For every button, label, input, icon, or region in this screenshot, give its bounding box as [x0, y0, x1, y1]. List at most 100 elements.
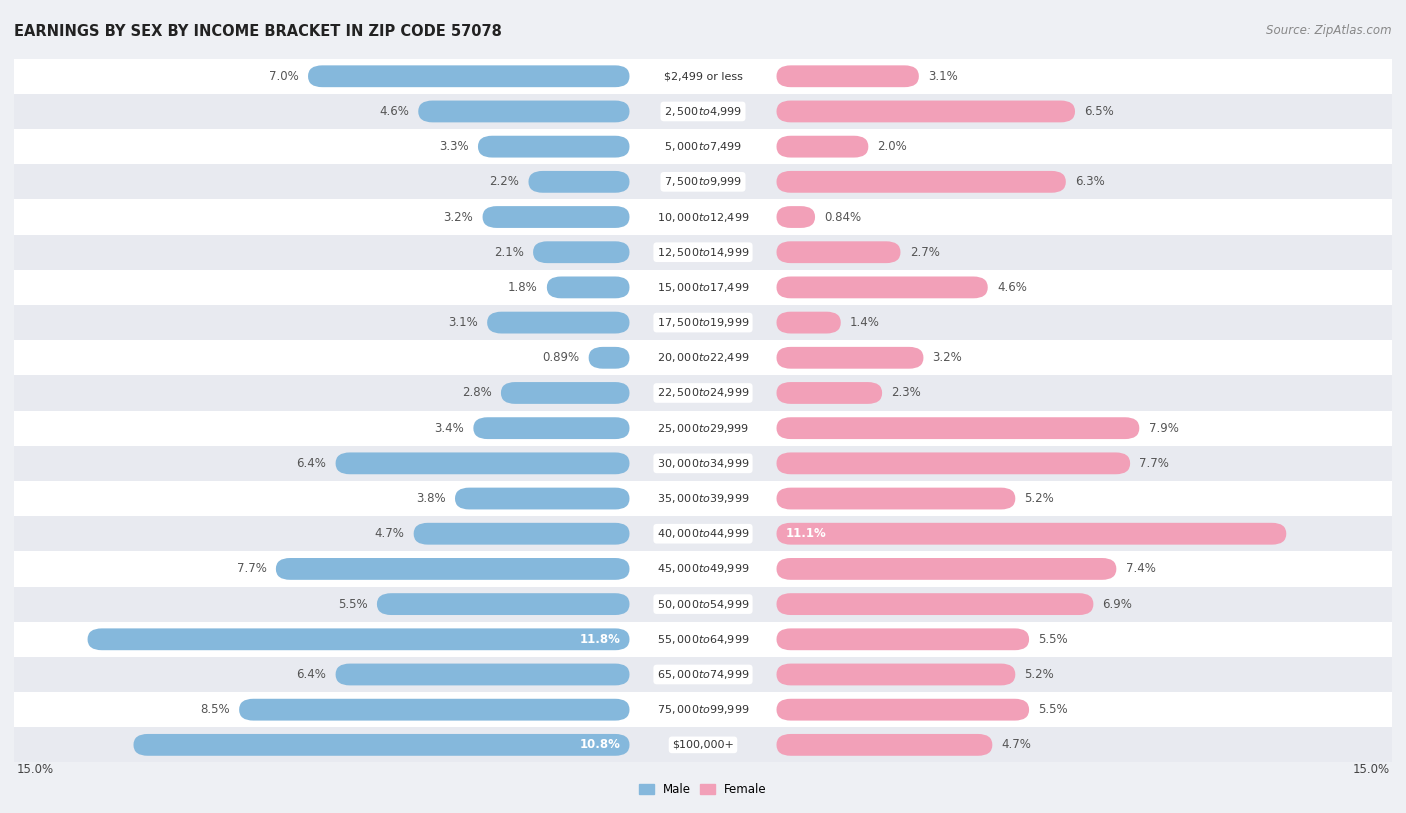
Bar [14, 728, 1392, 763]
FancyBboxPatch shape [474, 417, 630, 439]
Text: 2.3%: 2.3% [891, 386, 921, 399]
Text: $5,000 to $7,499: $5,000 to $7,499 [664, 140, 742, 153]
FancyBboxPatch shape [776, 207, 815, 228]
Text: 11.8%: 11.8% [579, 633, 620, 646]
FancyBboxPatch shape [547, 276, 630, 298]
Bar [14, 93, 1392, 129]
Bar [14, 657, 1392, 692]
FancyBboxPatch shape [377, 593, 630, 615]
Bar [14, 305, 1392, 340]
Text: 1.8%: 1.8% [508, 281, 537, 294]
Text: $2,500 to $4,999: $2,500 to $4,999 [664, 105, 742, 118]
Text: $22,500 to $24,999: $22,500 to $24,999 [657, 386, 749, 399]
FancyBboxPatch shape [533, 241, 630, 263]
Text: $75,000 to $99,999: $75,000 to $99,999 [657, 703, 749, 716]
FancyBboxPatch shape [776, 628, 1029, 650]
FancyBboxPatch shape [776, 453, 1130, 474]
Text: 3.1%: 3.1% [449, 316, 478, 329]
FancyBboxPatch shape [336, 663, 630, 685]
Bar [14, 586, 1392, 622]
FancyBboxPatch shape [529, 171, 630, 193]
Text: 15.0%: 15.0% [17, 763, 53, 776]
Text: 3.2%: 3.2% [444, 211, 474, 224]
Text: 6.9%: 6.9% [1102, 598, 1132, 611]
Text: 4.6%: 4.6% [380, 105, 409, 118]
Text: EARNINGS BY SEX BY INCOME BRACKET IN ZIP CODE 57078: EARNINGS BY SEX BY INCOME BRACKET IN ZIP… [14, 24, 502, 39]
Bar [14, 164, 1392, 199]
Text: 5.5%: 5.5% [1038, 703, 1069, 716]
FancyBboxPatch shape [776, 734, 993, 756]
Bar [14, 376, 1392, 411]
Bar [14, 551, 1392, 586]
Bar [14, 270, 1392, 305]
Text: 5.2%: 5.2% [1025, 492, 1054, 505]
Text: $25,000 to $29,999: $25,000 to $29,999 [657, 422, 749, 435]
FancyBboxPatch shape [776, 593, 1094, 615]
Legend: Male, Female: Male, Female [634, 778, 772, 801]
Text: 4.7%: 4.7% [1001, 738, 1032, 751]
Text: 11.1%: 11.1% [786, 527, 827, 540]
Text: 3.3%: 3.3% [439, 140, 468, 153]
Text: $100,000+: $100,000+ [672, 740, 734, 750]
FancyBboxPatch shape [413, 523, 630, 545]
Text: 7.0%: 7.0% [269, 70, 299, 83]
FancyBboxPatch shape [87, 628, 630, 650]
Bar [14, 516, 1392, 551]
Text: 4.7%: 4.7% [374, 527, 405, 540]
Text: $2,499 or less: $2,499 or less [664, 72, 742, 81]
Text: $15,000 to $17,499: $15,000 to $17,499 [657, 281, 749, 294]
FancyBboxPatch shape [482, 207, 630, 228]
Text: 3.4%: 3.4% [434, 422, 464, 435]
FancyBboxPatch shape [776, 698, 1029, 720]
FancyBboxPatch shape [276, 558, 630, 580]
Text: 7.7%: 7.7% [236, 563, 267, 576]
FancyBboxPatch shape [776, 347, 924, 368]
Text: 5.5%: 5.5% [1038, 633, 1069, 646]
FancyBboxPatch shape [239, 698, 630, 720]
FancyBboxPatch shape [308, 65, 630, 87]
Text: 3.8%: 3.8% [416, 492, 446, 505]
Text: 1.4%: 1.4% [851, 316, 880, 329]
Text: 2.8%: 2.8% [463, 386, 492, 399]
Text: $45,000 to $49,999: $45,000 to $49,999 [657, 563, 749, 576]
Bar [14, 199, 1392, 235]
Text: $55,000 to $64,999: $55,000 to $64,999 [657, 633, 749, 646]
FancyBboxPatch shape [776, 488, 1015, 510]
Text: $50,000 to $54,999: $50,000 to $54,999 [657, 598, 749, 611]
Text: 3.2%: 3.2% [932, 351, 962, 364]
FancyBboxPatch shape [478, 136, 630, 158]
Text: 10.8%: 10.8% [579, 738, 620, 751]
Text: 6.4%: 6.4% [297, 457, 326, 470]
Bar [14, 129, 1392, 164]
Text: 2.0%: 2.0% [877, 140, 907, 153]
Bar [14, 692, 1392, 728]
Text: $17,500 to $19,999: $17,500 to $19,999 [657, 316, 749, 329]
FancyBboxPatch shape [776, 523, 1286, 545]
FancyBboxPatch shape [776, 382, 882, 404]
Text: 8.5%: 8.5% [200, 703, 231, 716]
Text: 6.3%: 6.3% [1076, 176, 1105, 189]
Bar [14, 235, 1392, 270]
FancyBboxPatch shape [776, 136, 869, 158]
FancyBboxPatch shape [134, 734, 630, 756]
Text: $40,000 to $44,999: $40,000 to $44,999 [657, 527, 749, 540]
Bar [14, 481, 1392, 516]
Text: 7.4%: 7.4% [1126, 563, 1156, 576]
Text: 6.4%: 6.4% [297, 668, 326, 681]
FancyBboxPatch shape [776, 311, 841, 333]
Text: 5.5%: 5.5% [337, 598, 368, 611]
Text: 2.7%: 2.7% [910, 246, 939, 259]
Text: $12,500 to $14,999: $12,500 to $14,999 [657, 246, 749, 259]
Bar [14, 622, 1392, 657]
FancyBboxPatch shape [501, 382, 630, 404]
FancyBboxPatch shape [776, 65, 920, 87]
Text: $65,000 to $74,999: $65,000 to $74,999 [657, 668, 749, 681]
Text: $20,000 to $22,499: $20,000 to $22,499 [657, 351, 749, 364]
Text: 2.1%: 2.1% [494, 246, 524, 259]
FancyBboxPatch shape [776, 663, 1015, 685]
Text: $7,500 to $9,999: $7,500 to $9,999 [664, 176, 742, 189]
FancyBboxPatch shape [589, 347, 630, 368]
FancyBboxPatch shape [418, 101, 630, 123]
Text: 7.7%: 7.7% [1139, 457, 1170, 470]
Text: 3.1%: 3.1% [928, 70, 957, 83]
